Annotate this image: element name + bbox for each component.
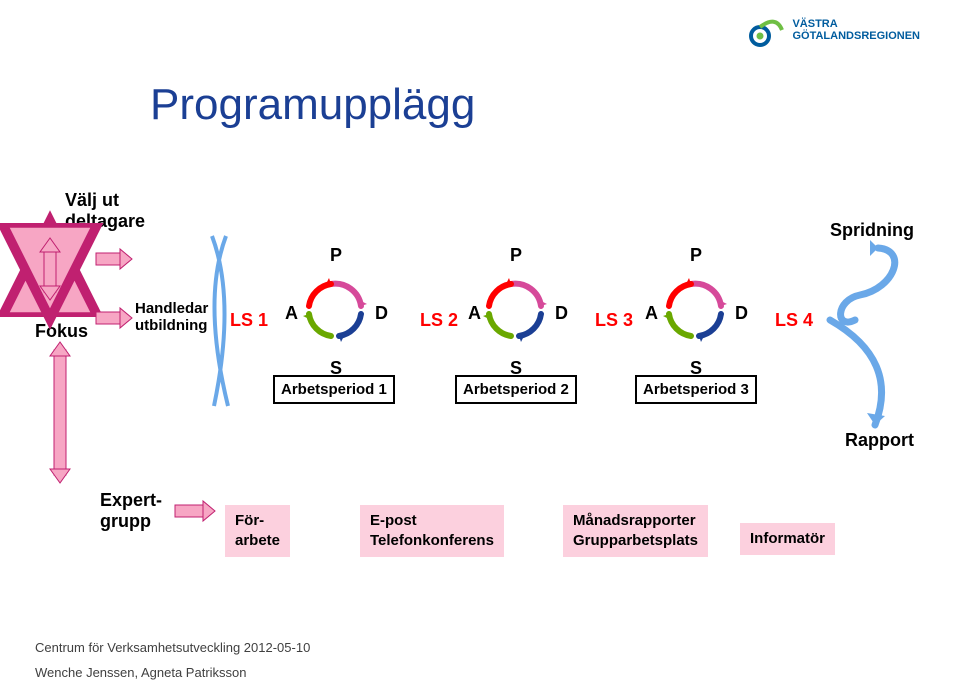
slide: { "colors": { "title": "#1b3f94", "ls1":…	[0, 0, 960, 700]
arrow-layer	[0, 0, 960, 700]
footer-line2: Wenche Jenssen, Agneta Patriksson	[35, 665, 247, 680]
footer-line1: Centrum för Verksamhetsutveckling 2012-0…	[35, 640, 310, 655]
